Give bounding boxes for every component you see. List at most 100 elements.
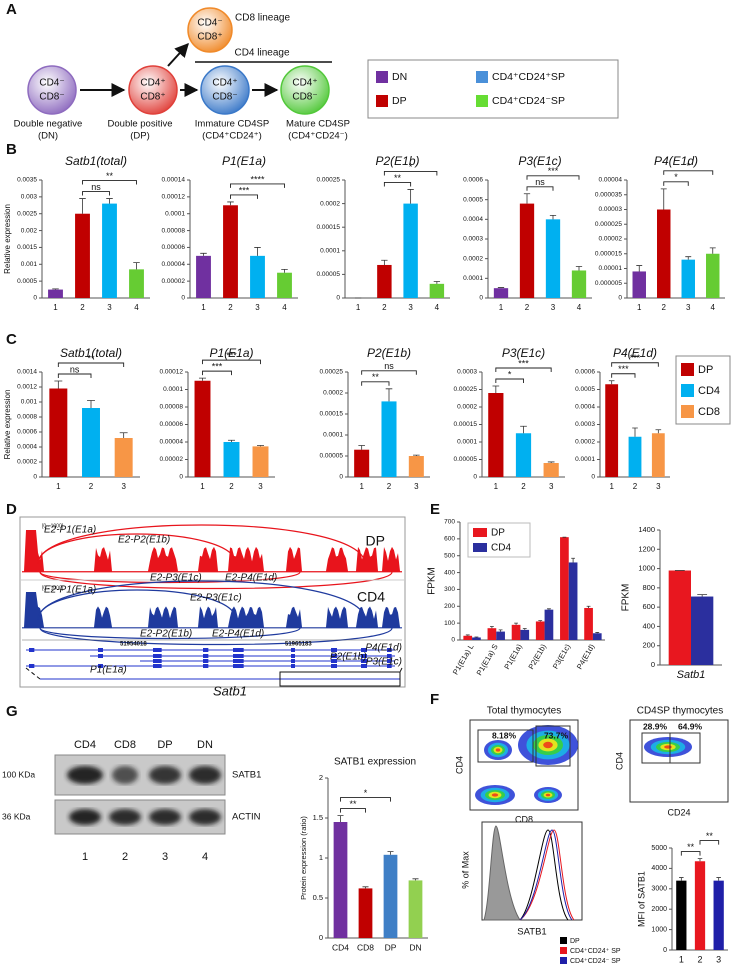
error-bar	[632, 427, 638, 437]
bar	[571, 270, 587, 298]
chart-title: P1(E1a)	[209, 346, 253, 360]
coverage	[22, 530, 402, 572]
legend-label: CD4⁺CD24⁺ SP	[570, 948, 621, 955]
y-tick-label: 0.0004	[17, 444, 37, 451]
y-tick-label: 0.0014	[17, 369, 37, 376]
error-bar	[709, 247, 716, 254]
transcript-exon	[233, 648, 244, 652]
y-axis-label: CD4	[614, 752, 624, 770]
chart-title: P3(E1c)	[502, 346, 545, 360]
x-tick-label: CD8	[357, 942, 374, 952]
cell-caption: (DP)	[130, 131, 150, 142]
coverage	[22, 592, 402, 628]
bar	[223, 442, 240, 477]
gate	[669, 732, 701, 764]
significance-bracket	[361, 381, 390, 386]
bar	[48, 289, 63, 298]
x-tick-label: 3	[716, 954, 721, 964]
error-bar	[679, 877, 684, 881]
transcript-exon	[153, 648, 162, 652]
y-tick-label: 0.0012	[17, 384, 37, 391]
bar	[668, 570, 691, 665]
error-bar	[497, 287, 505, 289]
y-tick-label: 1.5	[313, 813, 323, 822]
y-tick-label: 0.0006	[575, 369, 595, 376]
significance-label: **	[394, 173, 402, 183]
significance-label: *	[686, 161, 690, 171]
bar	[694, 861, 706, 950]
legend-label: DP	[491, 528, 505, 539]
x-tick-label: 2	[382, 303, 387, 312]
plot-frame	[629, 719, 729, 803]
significance-label: **	[106, 171, 114, 181]
significance-label: *	[364, 788, 368, 798]
x-axis-label: CD24	[667, 807, 690, 817]
y-tick-label: 0.0003	[457, 369, 477, 376]
transcript-exon	[291, 664, 295, 668]
cell-marker: CD8⁻	[212, 92, 237, 103]
y-axis-label: Relative expression	[3, 204, 12, 274]
bar	[543, 463, 559, 477]
bar	[354, 449, 370, 477]
significance-bracket	[202, 370, 232, 376]
bar	[632, 271, 646, 298]
error-bar	[227, 439, 236, 442]
zoom-guide	[25, 667, 403, 680]
y-tick-label: 0.00012	[160, 369, 184, 376]
legend-label: DP	[392, 95, 407, 107]
cell-caption: (DN)	[38, 131, 58, 142]
y-axis-label: FPKM	[427, 567, 438, 595]
y-tick-label: 0.0004	[463, 216, 483, 223]
junction-label: E2-P3(E1c)	[190, 593, 242, 604]
y-tick-label: 0.00004	[162, 261, 186, 268]
cell-marker: CD4⁺	[212, 78, 237, 89]
legend-swatch	[376, 71, 388, 83]
significance-label: ***	[548, 166, 559, 176]
band-size: 100 KDa	[2, 769, 35, 779]
y-tick-label: 0.0006	[17, 429, 37, 436]
junction-arc	[39, 627, 393, 646]
blot-band	[69, 809, 101, 825]
chart-title: Satb1(total)	[60, 346, 122, 360]
x-tick-label: 1	[56, 482, 61, 491]
x-tick-label: CD4	[332, 942, 349, 952]
bar	[487, 628, 497, 640]
blot-band	[189, 766, 221, 784]
bar	[691, 596, 714, 665]
bar	[333, 822, 348, 938]
y-tick-label: 200	[642, 641, 655, 650]
significance-bracket	[383, 181, 412, 187]
significance-bracket	[663, 170, 714, 175]
blot-band	[149, 766, 181, 784]
error-bar	[362, 886, 369, 889]
transcript-exon	[387, 654, 392, 658]
cell-marker: CD4⁻	[197, 18, 222, 29]
y-axis-label: FPKM	[621, 584, 632, 612]
cell	[27, 65, 77, 115]
x-tick-label: 3	[258, 482, 263, 491]
lane-number: 2	[122, 851, 128, 863]
significance-bracket	[495, 378, 524, 383]
error-bar	[119, 432, 128, 438]
y-tick-label: 0.0002	[323, 390, 343, 397]
y-tick-label: 0.00002	[160, 456, 184, 463]
x-tick-label: 2	[521, 482, 526, 491]
y-tick-label: 4000	[651, 865, 667, 872]
histogram-curve	[519, 829, 569, 921]
significance-label: ***	[239, 185, 250, 195]
y-tick-label: 0.00015	[317, 224, 341, 231]
x-axis-label: CD8	[515, 814, 533, 824]
y-tick-label: 0.00003	[599, 206, 623, 213]
legend-swatch	[560, 957, 567, 964]
error-bar	[492, 385, 500, 393]
y-tick-label: 0.0001	[575, 456, 595, 463]
error-bar	[385, 388, 393, 402]
bar	[628, 436, 642, 477]
significance-label: **	[372, 372, 380, 382]
y-axis-label: % of Max	[460, 851, 470, 889]
x-tick-label: 2	[525, 303, 530, 312]
track-range: [0 - 1000]	[42, 523, 64, 529]
significance-bracket	[230, 194, 258, 199]
plot-frame	[469, 719, 579, 811]
histogram-curve	[519, 829, 573, 921]
